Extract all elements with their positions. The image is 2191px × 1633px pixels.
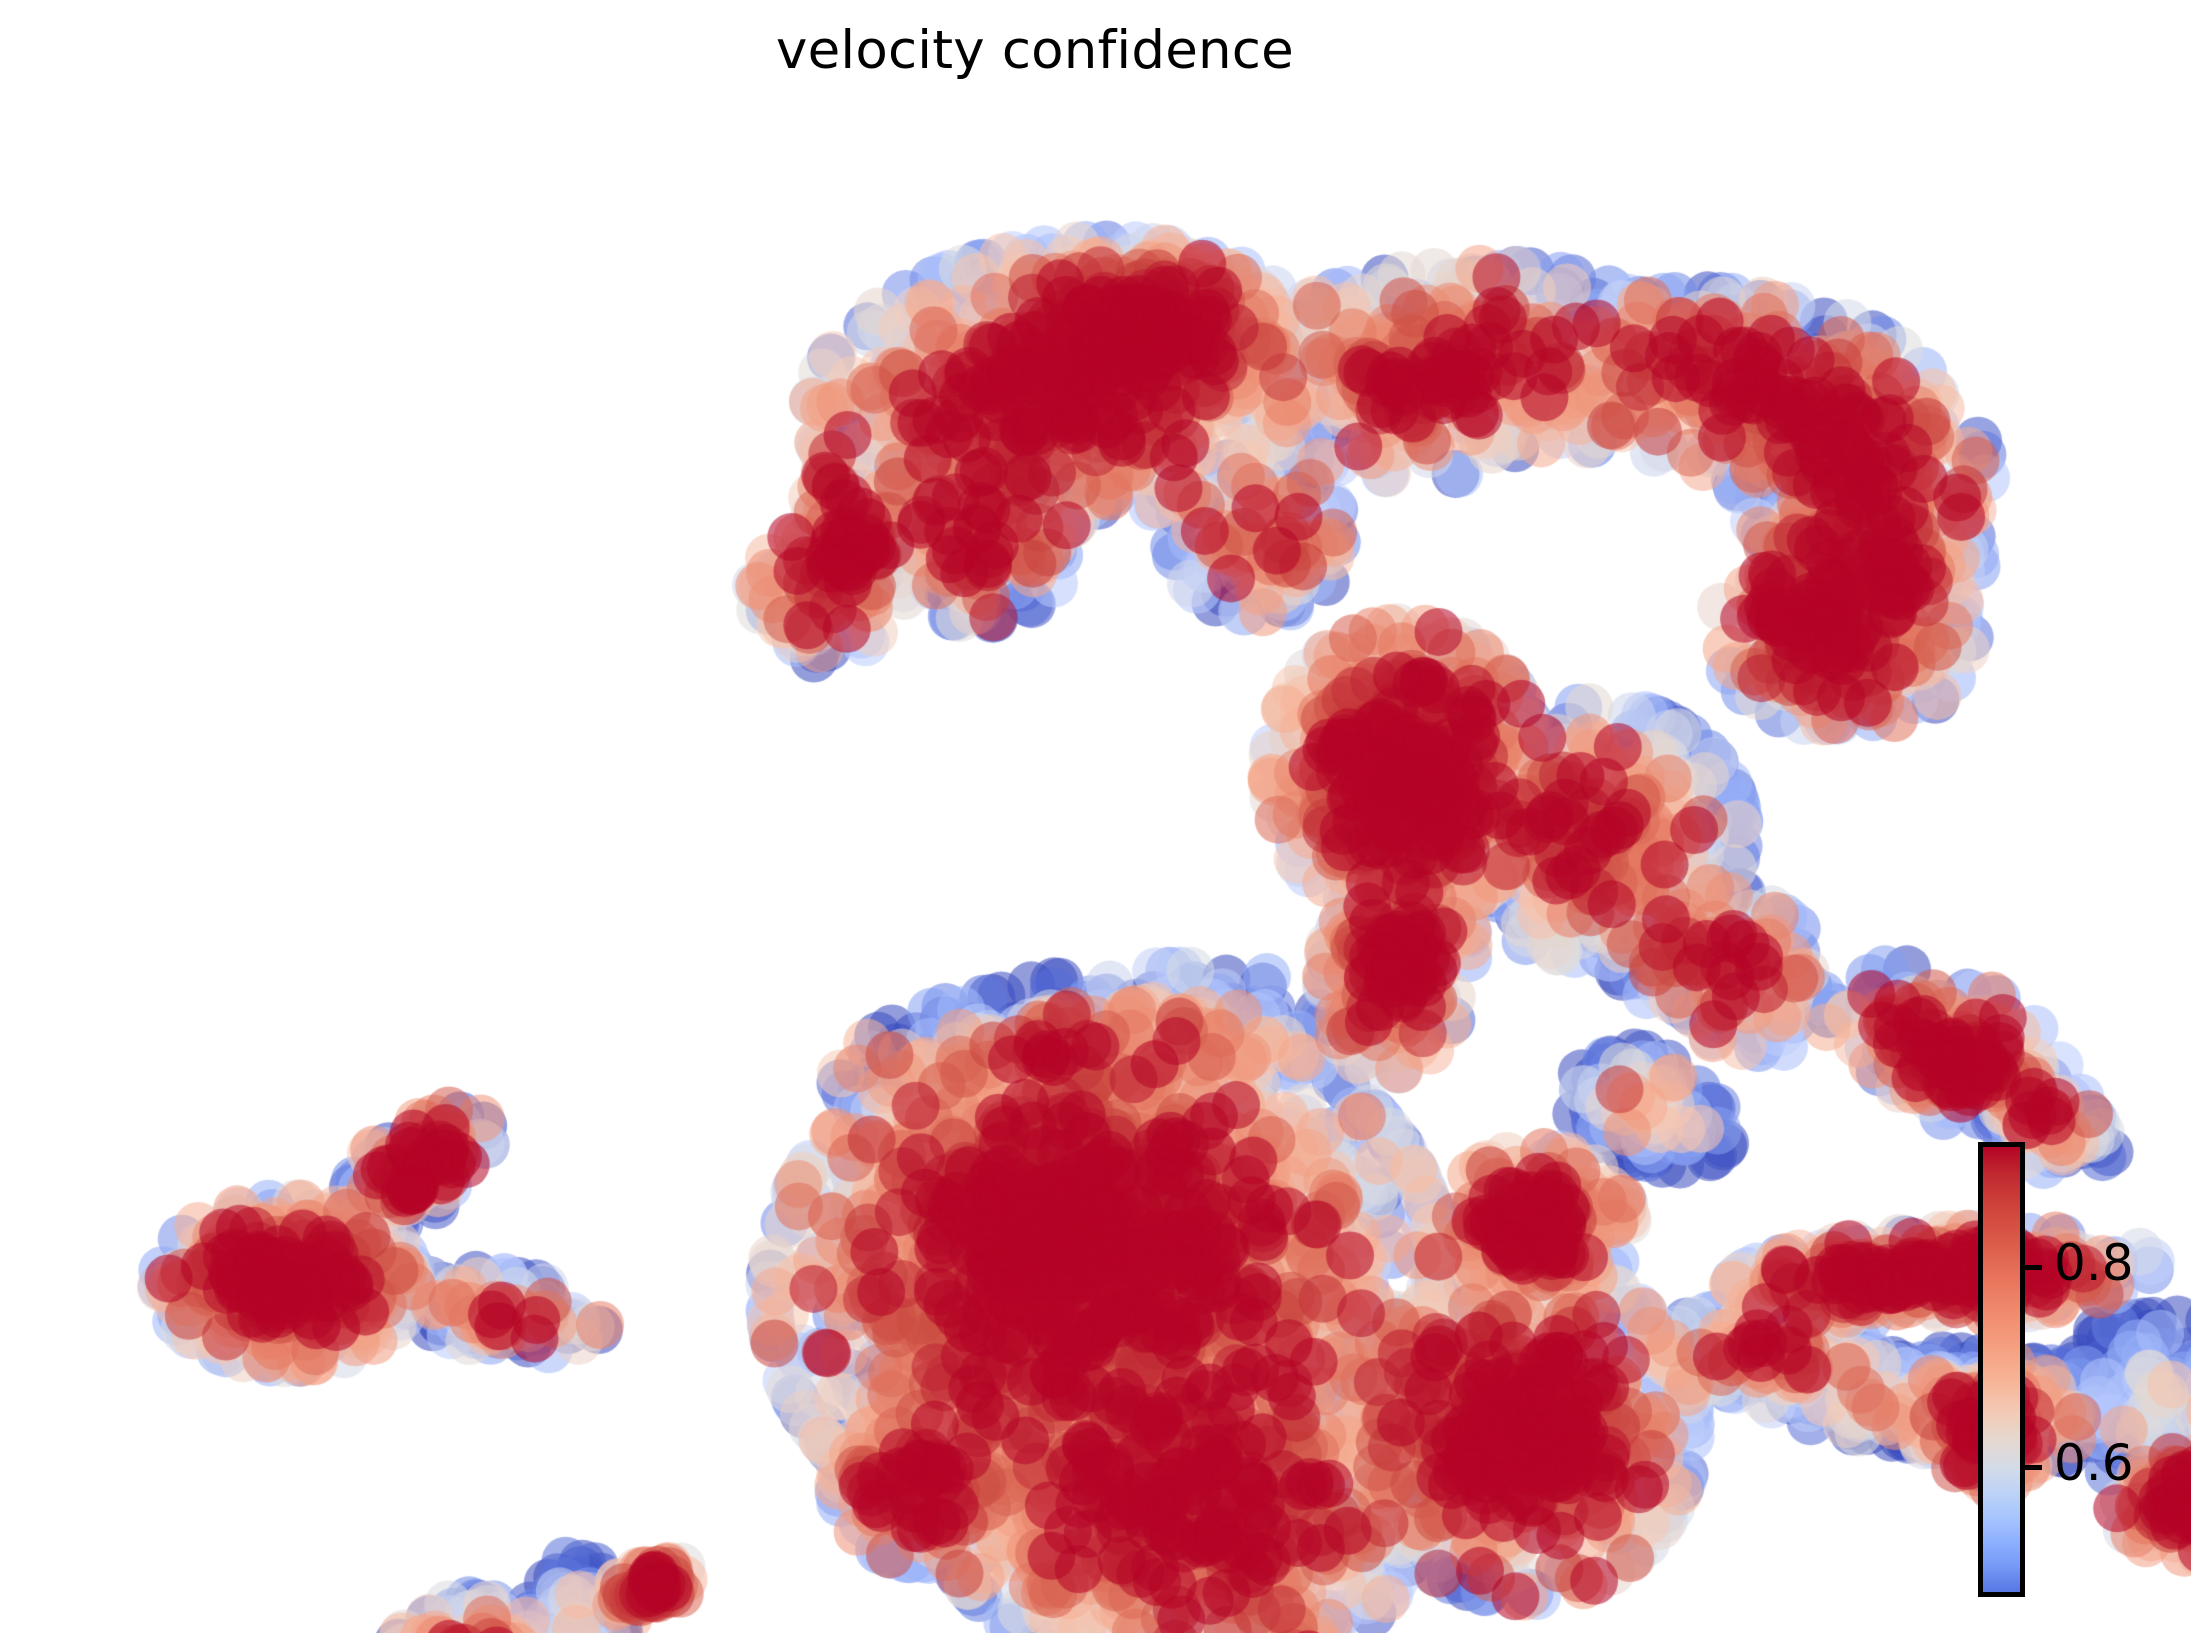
- colorbar-gradient: [1978, 1142, 2025, 1597]
- colorbar-label-0-8: 0.8: [2054, 1234, 2134, 1292]
- colorbar: 0.8 0.6: [1978, 1142, 2188, 1602]
- page-title: velocity confidence: [776, 20, 1294, 81]
- colorbar-tick-0-6: [2025, 1465, 2042, 1470]
- colorbar-tick-0-8: [2025, 1265, 2042, 1270]
- colorbar-label-0-6: 0.6: [2054, 1434, 2134, 1492]
